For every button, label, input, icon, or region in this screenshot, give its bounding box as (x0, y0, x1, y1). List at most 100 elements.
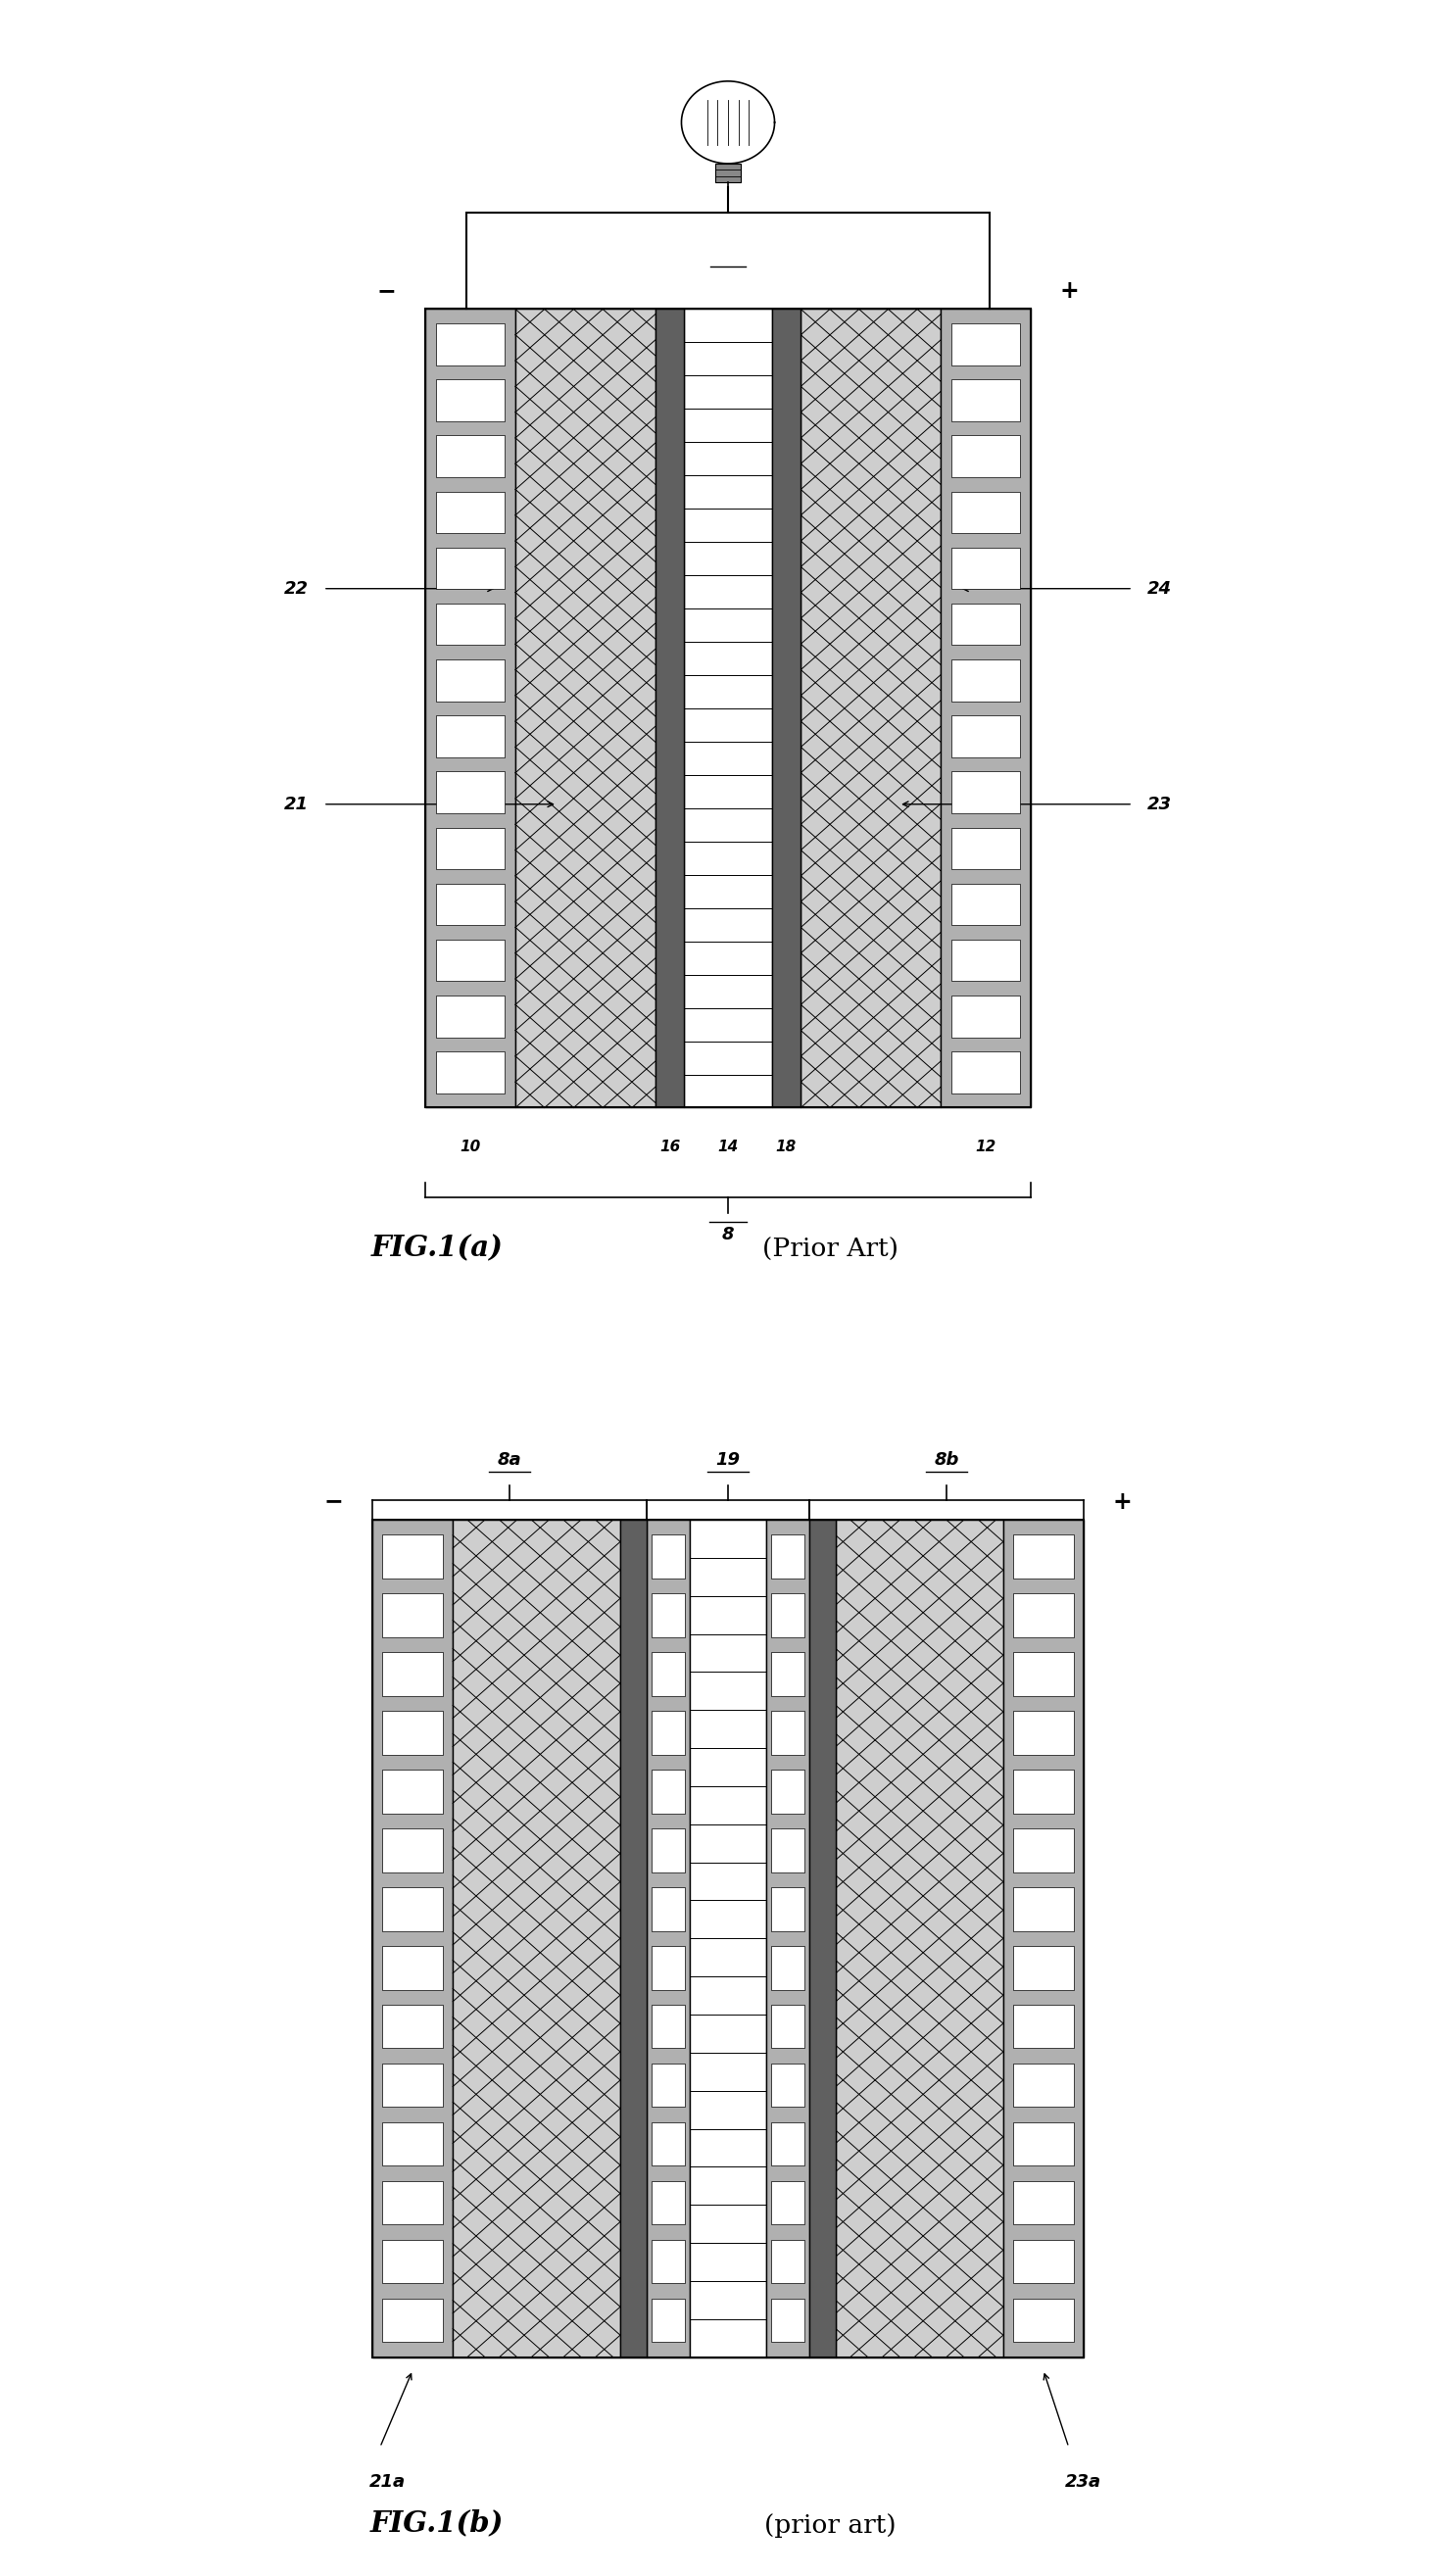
Bar (772, 309, 801, 1108)
Bar (951, 773, 1021, 814)
Bar (652, 1710, 684, 1754)
Bar (435, 997, 505, 1038)
Text: 14: 14 (718, 1139, 738, 1154)
Bar (383, 1770, 443, 1814)
Bar (383, 1945, 443, 1989)
Bar (772, 2239, 804, 2282)
Bar (383, 1651, 443, 1695)
Bar (1013, 2063, 1073, 2107)
Bar (801, 309, 941, 1108)
Bar (435, 325, 505, 366)
Text: 21a: 21a (370, 2473, 405, 2491)
Text: FIG.1(b): FIG.1(b) (370, 2509, 504, 2537)
Bar (684, 309, 772, 1108)
Bar (435, 716, 505, 757)
Text: (Prior Art): (Prior Art) (761, 1236, 898, 1262)
Bar (383, 1888, 443, 1932)
Bar (772, 1770, 804, 1814)
Text: 12: 12 (976, 1139, 996, 1154)
Text: +: + (1112, 1489, 1131, 1515)
Bar (1003, 1520, 1083, 2357)
Bar (435, 1051, 505, 1092)
Bar (652, 1770, 684, 1814)
Bar (646, 1520, 690, 2357)
Bar (652, 2063, 684, 2107)
Polygon shape (681, 82, 775, 162)
Bar (620, 1520, 646, 2357)
Bar (772, 1595, 804, 1638)
Bar (652, 1888, 684, 1932)
Bar (1013, 2239, 1073, 2282)
Bar (1013, 2298, 1073, 2342)
Bar (383, 2182, 443, 2226)
Bar (951, 884, 1021, 925)
Bar (383, 2063, 443, 2107)
Bar (435, 659, 505, 701)
Bar (425, 309, 515, 1108)
Bar (435, 435, 505, 477)
Bar (951, 659, 1021, 701)
Bar (435, 492, 505, 533)
Text: 16: 16 (660, 1139, 680, 1154)
Bar (951, 940, 1021, 981)
Bar (453, 1520, 620, 2357)
Text: FIG.1(a): FIG.1(a) (371, 1234, 502, 1262)
Bar (951, 603, 1021, 644)
Bar (810, 1520, 836, 2357)
Bar (1013, 2004, 1073, 2048)
Bar (1013, 1710, 1073, 1754)
Bar (951, 716, 1021, 757)
Bar (655, 309, 684, 1108)
Bar (690, 1520, 766, 2357)
Bar (772, 1651, 804, 1695)
Bar (766, 1520, 810, 2357)
Text: 23a: 23a (1066, 2473, 1101, 2491)
Bar (1013, 1770, 1073, 1814)
Text: 10: 10 (460, 1139, 480, 1154)
Bar (383, 1710, 443, 1754)
Bar (435, 827, 505, 868)
Text: 24: 24 (1147, 580, 1172, 598)
Bar (652, 1651, 684, 1695)
Bar (1013, 1535, 1073, 1579)
Text: 22: 22 (284, 580, 309, 598)
Bar (652, 2004, 684, 2048)
Bar (435, 773, 505, 814)
Bar (951, 492, 1021, 533)
Text: −: − (377, 278, 396, 304)
Bar (435, 379, 505, 420)
Bar (425, 309, 1031, 1108)
Bar (1013, 1595, 1073, 1638)
Bar (383, 1535, 443, 1579)
Bar (383, 2123, 443, 2166)
Bar (951, 325, 1021, 366)
Bar (652, 2298, 684, 2342)
Bar (951, 827, 1021, 868)
Bar (466, 211, 990, 309)
Bar (383, 2004, 443, 2048)
Bar (772, 1535, 804, 1579)
Bar (951, 379, 1021, 420)
Bar (383, 1595, 443, 1638)
Text: (prior art): (prior art) (764, 2512, 895, 2537)
Bar (383, 2239, 443, 2282)
Bar (652, 2239, 684, 2282)
Bar (652, 2182, 684, 2226)
Bar (951, 549, 1021, 590)
Text: 19: 19 (716, 1450, 740, 1468)
Bar (772, 2298, 804, 2342)
Bar (652, 2123, 684, 2166)
Bar (772, 2063, 804, 2107)
Bar (1013, 1829, 1073, 1873)
Bar (836, 1520, 1003, 2357)
Text: 8b: 8b (933, 1450, 960, 1468)
Bar (772, 1710, 804, 1754)
Bar (373, 1520, 1083, 2357)
Bar (1013, 1888, 1073, 1932)
Text: +: + (1060, 278, 1079, 304)
Bar (1013, 2123, 1073, 2166)
Bar (435, 884, 505, 925)
Bar (652, 1595, 684, 1638)
Bar (435, 940, 505, 981)
Bar (652, 1945, 684, 1989)
